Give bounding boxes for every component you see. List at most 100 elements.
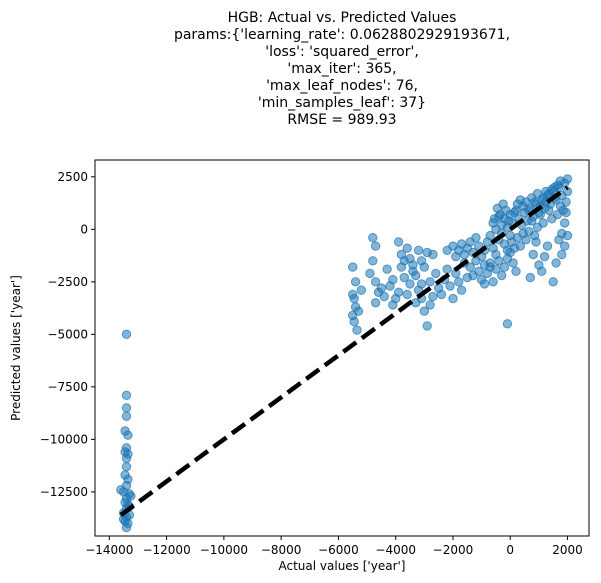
data-point xyxy=(411,270,421,281)
data-point xyxy=(382,264,392,274)
data-point xyxy=(471,233,481,243)
data-point xyxy=(402,243,412,253)
data-point xyxy=(402,289,412,300)
title-line: 'max_iter': 365, xyxy=(287,61,396,77)
chart-title: HGB: Actual vs. Predicted Valuesparams:{… xyxy=(174,10,510,128)
data-point xyxy=(445,281,455,291)
data-point xyxy=(551,258,561,268)
data-point xyxy=(388,275,398,285)
title-line: 'max_leaf_nodes': 76, xyxy=(266,78,418,94)
data-point xyxy=(532,222,543,232)
data-point xyxy=(442,264,452,274)
data-point xyxy=(116,485,126,495)
data-point xyxy=(399,272,409,283)
data-point xyxy=(560,218,570,228)
y-tick-label: −12500 xyxy=(40,485,88,499)
data-point xyxy=(525,272,535,283)
data-point xyxy=(527,216,537,226)
data-point xyxy=(562,230,573,241)
data-point xyxy=(531,237,541,247)
x-tick-label: −12000 xyxy=(142,543,190,557)
data-point xyxy=(561,207,571,218)
data-point xyxy=(352,325,362,335)
data-point xyxy=(488,277,498,287)
data-point xyxy=(121,329,132,339)
data-point xyxy=(512,199,523,209)
data-point xyxy=(422,321,432,331)
data-point xyxy=(507,237,517,247)
data-point xyxy=(489,214,500,224)
plot-frame xyxy=(94,159,590,537)
y-axis-label: Predicted values ['year'] xyxy=(9,275,23,421)
data-point xyxy=(370,241,381,251)
data-point xyxy=(356,285,366,295)
x-tick-label: −6000 xyxy=(318,543,359,557)
data-point xyxy=(528,249,538,260)
x-tick-label: −4000 xyxy=(375,543,416,557)
y-tick-label: −5000 xyxy=(47,327,88,341)
x-axis-ticks: −14000 −12000 −10000 −8000 −6000 −4000 −2000 0 2… xyxy=(85,536,583,557)
data-point xyxy=(448,293,458,304)
data-point xyxy=(368,256,378,266)
title-line: HGB: Actual vs. Predicted Values xyxy=(228,10,457,26)
data-point xyxy=(494,256,504,266)
reference-line xyxy=(119,185,569,517)
data-point xyxy=(548,277,558,287)
title-line: 'loss': 'squared_error', xyxy=(265,44,419,60)
data-point xyxy=(504,216,514,226)
data-point xyxy=(557,249,567,260)
data-point xyxy=(349,317,359,327)
data-point xyxy=(549,182,560,193)
y-tick-label: −10000 xyxy=(40,432,88,446)
data-point xyxy=(555,176,566,186)
data-point xyxy=(121,462,132,472)
x-tick-label: 2000 xyxy=(552,543,583,557)
data-point xyxy=(121,390,132,400)
y-tick-label: 0 xyxy=(80,222,88,236)
data-point xyxy=(419,262,429,272)
data-point xyxy=(118,514,129,524)
data-point xyxy=(479,279,490,289)
data-point xyxy=(379,291,389,302)
data-point xyxy=(123,430,133,440)
data-point xyxy=(454,277,464,287)
data-point xyxy=(474,266,484,276)
data-point xyxy=(348,262,358,272)
data-point xyxy=(537,266,547,276)
y-axis-ticks: 2500 0 −2500 −5000 −7500 −10000 −12500 xyxy=(40,170,95,499)
data-point xyxy=(393,287,404,297)
data-point xyxy=(542,241,553,251)
x-axis-label: Actual values ['year'] xyxy=(279,559,406,573)
title-line: params:{'learning_rate': 0.0628802929193… xyxy=(174,27,510,43)
data-point xyxy=(413,245,424,256)
data-point xyxy=(555,201,566,211)
data-point xyxy=(121,453,132,463)
data-point xyxy=(353,306,364,316)
data-point xyxy=(350,277,361,287)
data-point xyxy=(121,403,132,413)
x-tick-label: −10000 xyxy=(200,543,248,557)
data-point xyxy=(485,230,495,241)
data-point xyxy=(408,260,418,270)
data-point xyxy=(456,285,467,295)
data-point xyxy=(465,262,475,272)
y-tick-label: −2500 xyxy=(47,275,88,289)
data-point xyxy=(502,319,513,329)
data-point xyxy=(428,249,438,260)
title-line: RMSE = 989.93 xyxy=(287,112,396,128)
data-point xyxy=(121,411,132,421)
data-point xyxy=(370,298,381,308)
data-point xyxy=(508,258,518,268)
data-point xyxy=(485,262,495,272)
data-point xyxy=(405,279,415,289)
data-point xyxy=(425,277,435,287)
data-point xyxy=(544,205,554,216)
data-point xyxy=(121,522,132,533)
data-point xyxy=(499,262,510,272)
data-point xyxy=(560,241,570,251)
data-point xyxy=(425,300,435,310)
data-point xyxy=(436,289,447,300)
data-point xyxy=(511,266,521,276)
data-point xyxy=(547,214,557,224)
